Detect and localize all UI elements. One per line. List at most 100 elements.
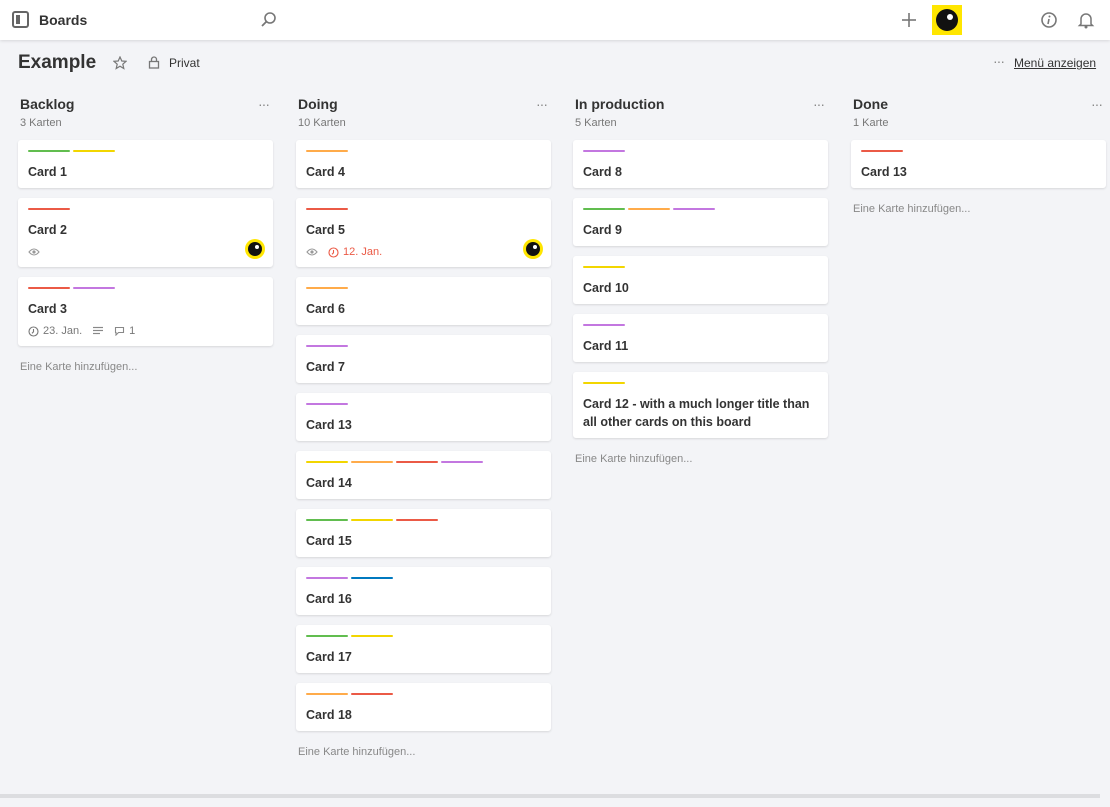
label — [306, 150, 348, 152]
visibility-button[interactable]: Privat — [169, 56, 200, 70]
card-labels — [306, 403, 541, 406]
card-labels — [28, 287, 263, 290]
card-title[interactable]: Card 6 — [306, 302, 345, 316]
board-title[interactable]: Example — [18, 52, 97, 73]
card-list: Card 13 — [851, 140, 1106, 188]
card[interactable]: Card 15 — [296, 509, 551, 557]
card-title[interactable]: Card 8 — [583, 165, 622, 179]
card-title[interactable]: Card 15 — [306, 534, 352, 548]
search-icon[interactable] — [260, 11, 278, 29]
comment-icon — [114, 326, 125, 336]
list: Backlog 3 Karten ··· Card 1 Card 2 Card 3 23. … — [18, 96, 273, 373]
add-icon[interactable] — [900, 11, 918, 29]
top-bar: Boards — [0, 0, 1110, 40]
card-list: Card 4 Card 5 12. Jan. Card 6 Card 7 Card 13 C… — [296, 140, 551, 731]
list-menu[interactable]: ··· — [813, 96, 825, 112]
label — [583, 324, 625, 326]
card-title[interactable]: Card 13 — [306, 418, 352, 432]
card-title[interactable]: Card 4 — [306, 165, 345, 179]
card[interactable]: Card 4 — [296, 140, 551, 188]
card[interactable]: Card 12 - with a much longer title than … — [573, 372, 828, 438]
label — [351, 577, 393, 579]
card[interactable]: Card 13 — [851, 140, 1106, 188]
label — [351, 519, 393, 521]
card-badges — [28, 244, 263, 260]
list-title[interactable]: Done — [853, 96, 888, 112]
show-menu-link[interactable]: Menü anzeigen — [1014, 56, 1097, 70]
card-count: 10 Karten — [298, 117, 346, 129]
card-labels — [306, 208, 541, 211]
card-labels — [28, 150, 263, 153]
list: Done 1 Karte ··· Card 13 Eine Karte hinzufüg… — [851, 96, 1106, 215]
card[interactable]: Card 13 — [296, 393, 551, 441]
card[interactable]: Card 2 — [18, 198, 273, 267]
card-title[interactable]: Card 12 - with a much longer title than … — [583, 397, 810, 429]
card[interactable]: Card 11 — [573, 314, 828, 362]
due-date: 23. Jan. — [43, 325, 83, 337]
card-labels — [306, 150, 541, 153]
label — [861, 150, 903, 152]
card[interactable]: Card 18 — [296, 683, 551, 731]
label — [583, 266, 625, 268]
card-title[interactable]: Card 10 — [583, 281, 629, 295]
user-avatar[interactable] — [932, 5, 962, 35]
list-menu[interactable]: ··· — [1091, 96, 1103, 112]
card[interactable]: Card 7 — [296, 335, 551, 383]
card[interactable]: Card 9 — [573, 198, 828, 246]
card[interactable]: Card 14 — [296, 451, 551, 499]
label — [306, 208, 348, 210]
list-title[interactable]: In production — [575, 96, 665, 112]
card[interactable]: Card 6 — [296, 277, 551, 325]
card-title[interactable]: Card 11 — [583, 339, 629, 353]
add-card-link[interactable]: Eine Karte hinzufügen... — [20, 361, 138, 373]
card-labels — [583, 382, 818, 385]
card[interactable]: Card 3 23. Jan. 1 — [18, 277, 273, 346]
add-card-link[interactable]: Eine Karte hinzufügen... — [575, 453, 693, 465]
card-title[interactable]: Card 17 — [306, 650, 352, 664]
card-title[interactable]: Card 5 — [306, 223, 345, 237]
card-title[interactable]: Card 18 — [306, 708, 352, 722]
card-title[interactable]: Card 13 — [861, 165, 907, 179]
label — [441, 461, 483, 463]
due-badge: 23. Jan. — [28, 325, 82, 337]
notifications-icon[interactable] — [1077, 11, 1095, 29]
add-card-link[interactable]: Eine Karte hinzufügen... — [298, 746, 416, 758]
card-title[interactable]: Card 9 — [583, 223, 622, 237]
label — [628, 208, 670, 210]
card-labels — [306, 519, 541, 522]
card-labels — [583, 150, 818, 153]
label — [306, 287, 348, 289]
label — [306, 519, 348, 521]
boards-button[interactable]: Boards — [39, 12, 88, 28]
scrollbar[interactable] — [0, 794, 1100, 798]
list: Doing 10 Karten ··· Card 4 Card 5 12. Jan. Car… — [296, 96, 551, 758]
card-title[interactable]: Card 14 — [306, 476, 352, 490]
card-labels — [28, 208, 263, 211]
member-avatar — [523, 239, 543, 259]
card-title[interactable]: Card 3 — [28, 302, 67, 316]
card-title[interactable]: Card 1 — [28, 165, 67, 179]
list-title[interactable]: Backlog — [20, 96, 75, 112]
list-title[interactable]: Doing — [298, 96, 338, 112]
label — [73, 150, 115, 152]
label — [28, 287, 70, 289]
card[interactable]: Card 5 12. Jan. — [296, 198, 551, 267]
list-menu[interactable]: ··· — [258, 96, 270, 112]
info-icon[interactable] — [1040, 11, 1058, 29]
comment-count: 1 — [129, 325, 136, 337]
card-title[interactable]: Card 16 — [306, 592, 352, 606]
card[interactable]: Card 16 — [296, 567, 551, 615]
boards-icon[interactable] — [12, 11, 29, 28]
star-icon[interactable] — [113, 56, 127, 70]
card-labels — [306, 693, 541, 696]
label — [351, 635, 393, 637]
card-title[interactable]: Card 7 — [306, 360, 345, 374]
list-menu[interactable]: ··· — [536, 96, 548, 112]
card[interactable]: Card 8 — [573, 140, 828, 188]
card[interactable]: Card 1 — [18, 140, 273, 188]
add-card-link[interactable]: Eine Karte hinzufügen... — [853, 203, 971, 215]
card[interactable]: Card 10 — [573, 256, 828, 304]
card-title[interactable]: Card 2 — [28, 223, 67, 237]
card[interactable]: Card 17 — [296, 625, 551, 673]
